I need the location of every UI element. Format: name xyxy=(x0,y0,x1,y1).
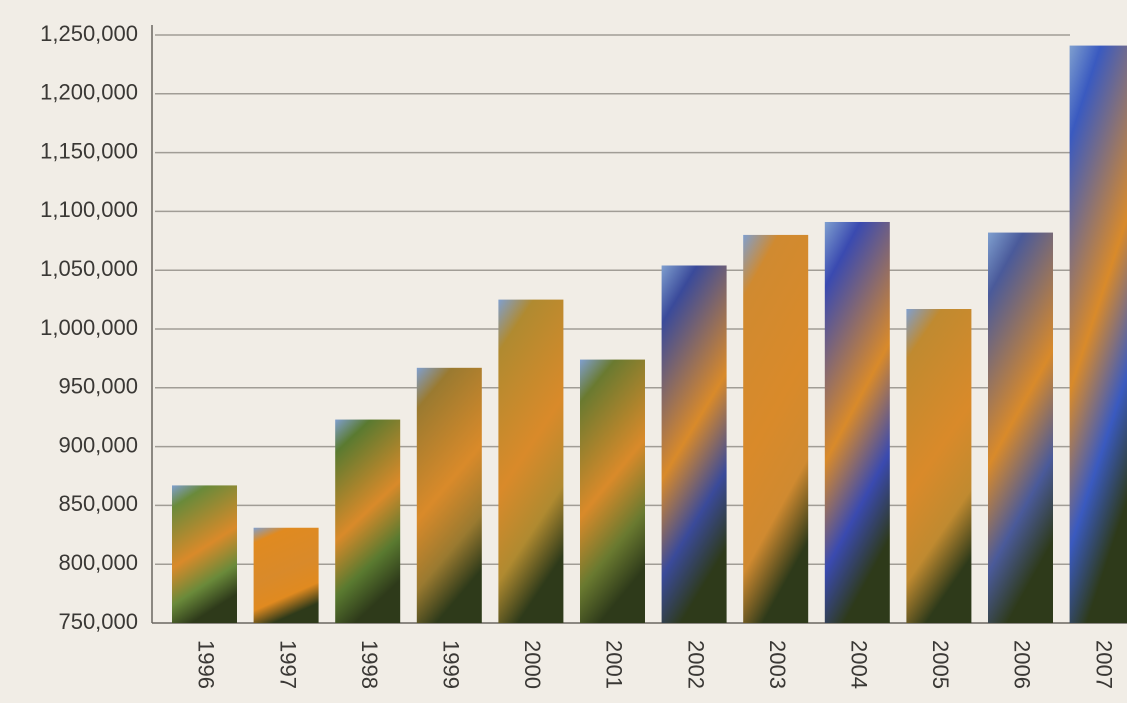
y-tick-label: 950,000 xyxy=(58,374,138,399)
y-tick-label: 1,100,000 xyxy=(40,197,138,222)
bar xyxy=(906,309,972,623)
bar xyxy=(661,265,727,623)
y-tick-label: 1,000,000 xyxy=(40,315,138,340)
y-tick-label: 1,150,000 xyxy=(40,138,138,163)
bar xyxy=(988,232,1053,623)
x-tick-label: 1999 xyxy=(438,640,463,689)
x-tick-label: 1996 xyxy=(194,640,219,689)
bar xyxy=(335,419,401,623)
bar xyxy=(1069,45,1127,624)
x-tick-label: 2002 xyxy=(683,640,708,689)
bar xyxy=(824,221,890,623)
x-tick-label: 2006 xyxy=(1010,640,1035,689)
bar xyxy=(253,527,319,623)
bar xyxy=(172,485,237,623)
x-tick-label: 1997 xyxy=(275,640,300,689)
x-tick-label: 2007 xyxy=(1091,640,1116,689)
x-tick-label: 2005 xyxy=(928,640,953,689)
y-tick-label: 900,000 xyxy=(58,432,138,457)
y-tick-label: 850,000 xyxy=(58,491,138,516)
x-tick-label: 2003 xyxy=(765,640,790,689)
bar xyxy=(743,234,809,624)
x-tick-label: 2004 xyxy=(846,640,871,689)
bar xyxy=(416,367,482,623)
x-tick-label: 2000 xyxy=(520,640,545,689)
bar xyxy=(498,299,564,623)
y-tick-label: 750,000 xyxy=(58,609,138,634)
y-tick-label: 800,000 xyxy=(58,550,138,575)
x-tick-label: 1998 xyxy=(357,640,382,689)
y-tick-label: 1,050,000 xyxy=(40,256,138,281)
bar xyxy=(580,359,645,623)
y-tick-label: 1,200,000 xyxy=(40,80,138,105)
y-tick-label: 1,250,000 xyxy=(40,21,138,46)
x-tick-label: 2001 xyxy=(602,640,627,689)
